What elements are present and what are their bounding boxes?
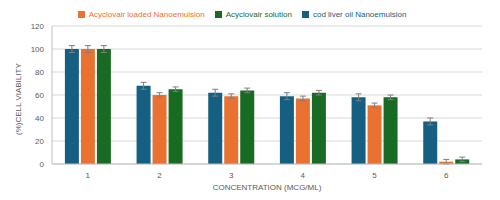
- svg-text:120: 120: [31, 22, 45, 31]
- svg-text:4: 4: [301, 171, 306, 180]
- svg-text:(%)CELL VIABILITY: (%)CELL VIABILITY: [14, 63, 23, 135]
- html-text:Acyclovair solution: Acyclovair solution: [225, 10, 292, 19]
- html-text:cod liver oil Nanoemulsion: cod liver oil Nanoemulsion: [313, 10, 407, 19]
- svg-text:3: 3: [229, 171, 234, 180]
- svg-text:CONCENTRATION (MCG/ML): CONCENTRATION (MCG/ML): [213, 183, 322, 192]
- svg-text:6: 6: [444, 171, 449, 180]
- html-text:Acyclovair loaded Nanoemulsion: Acyclovair loaded Nanoemulsion: [88, 10, 205, 19]
- svg-text:1: 1: [86, 171, 91, 180]
- svg-text:60: 60: [35, 91, 44, 100]
- svg-text:2: 2: [157, 171, 162, 180]
- svg-text:40: 40: [35, 114, 44, 123]
- svg-text:80: 80: [35, 68, 44, 77]
- svg-text:0: 0: [40, 160, 45, 169]
- svg-text:20: 20: [35, 137, 44, 146]
- svg-text:5: 5: [372, 171, 377, 180]
- svg-text:100: 100: [31, 45, 45, 54]
